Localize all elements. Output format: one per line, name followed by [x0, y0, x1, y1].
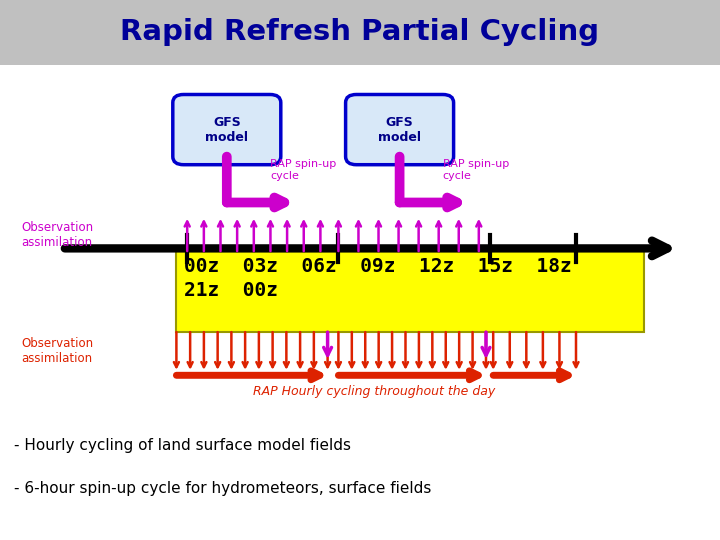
Text: 00z  03z  06z  09z  12z  15z  18z
21z  00z: 00z 03z 06z 09z 12z 15z 18z 21z 00z: [184, 256, 572, 300]
Text: - Hourly cycling of land surface model fields: - Hourly cycling of land surface model f…: [14, 438, 351, 453]
Text: RAP spin-up
cycle: RAP spin-up cycle: [270, 159, 336, 181]
Text: - 6-hour spin-up cycle for hydrometeors, surface fields: - 6-hour spin-up cycle for hydrometeors,…: [14, 481, 432, 496]
Text: Rapid Refresh Partial Cycling: Rapid Refresh Partial Cycling: [120, 18, 600, 46]
FancyBboxPatch shape: [173, 94, 281, 165]
FancyBboxPatch shape: [0, 0, 720, 65]
Text: RAP Hourly cycling throughout the day: RAP Hourly cycling throughout the day: [253, 385, 495, 398]
Text: GFS
model: GFS model: [378, 116, 421, 144]
Text: RAP spin-up
cycle: RAP spin-up cycle: [443, 159, 509, 181]
FancyBboxPatch shape: [346, 94, 454, 165]
Text: Observation
assimilation: Observation assimilation: [22, 337, 94, 365]
Text: Observation
assimilation: Observation assimilation: [22, 221, 94, 249]
FancyBboxPatch shape: [176, 251, 644, 332]
Text: GFS
model: GFS model: [205, 116, 248, 144]
